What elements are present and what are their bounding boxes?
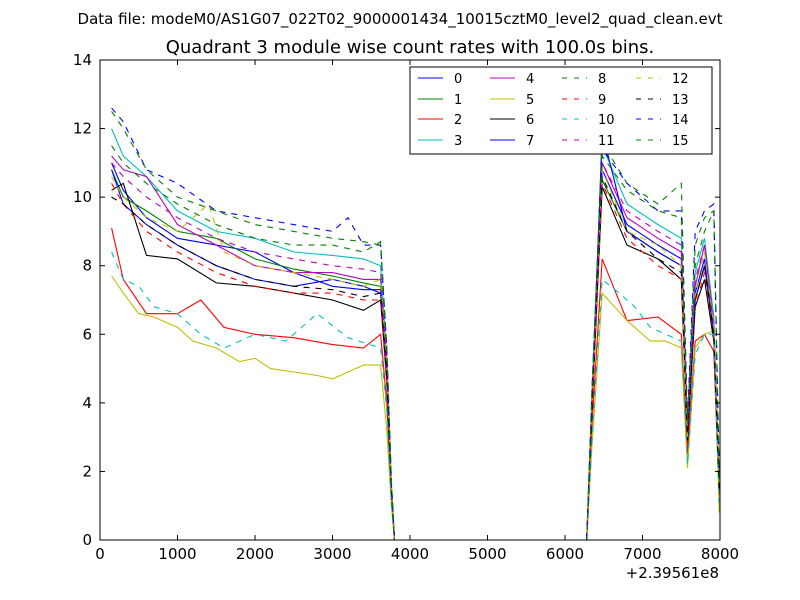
x-tick-label: 4000 (391, 545, 429, 563)
series-line-6 (111, 182, 720, 541)
legend-label-15: 15 (672, 134, 689, 149)
series-line-15 (111, 111, 720, 541)
legend-label-13: 13 (672, 93, 689, 108)
legend-label-2: 2 (454, 113, 462, 128)
figure-supertitle: Data file: modeM0/AS1G07_022T02_90000014… (78, 10, 723, 29)
series-line-11 (111, 160, 720, 541)
legend-label-5: 5 (526, 93, 534, 108)
x-tick-label: 5000 (468, 545, 506, 563)
legend-label-9: 9 (598, 93, 606, 108)
legend-label-14: 14 (672, 113, 689, 128)
series-line-0 (111, 162, 720, 541)
plot-lines (111, 107, 720, 541)
x-tick-label: 0 (95, 545, 105, 563)
legend-label-3: 3 (454, 134, 462, 149)
legend-label-1: 1 (454, 93, 462, 108)
legend-label-11: 11 (598, 134, 615, 149)
y-tick-label: 2 (82, 462, 92, 480)
legend-label-4: 4 (526, 72, 534, 87)
legend-label-8: 8 (598, 72, 606, 87)
y-tick-label: 12 (73, 120, 92, 138)
series-line-4 (111, 155, 720, 541)
y-tick-label: 14 (73, 51, 92, 69)
x-tick-label: 1000 (158, 545, 196, 563)
legend-label-7: 7 (526, 134, 534, 149)
y-tick-label: 4 (82, 394, 92, 412)
x-tick-label: 7000 (623, 545, 661, 563)
axis-ticks: 0 1000 2000 3000 4000 5000 6000 7000 80000246810… (73, 51, 739, 563)
chart-title: Quadrant 3 module wise count rates with … (166, 37, 655, 58)
series-line-13 (111, 176, 720, 541)
y-tick-label: 8 (82, 257, 92, 275)
legend-label-12: 12 (672, 72, 689, 87)
series-line-9 (111, 183, 720, 541)
x-tick-label: 2000 (236, 545, 274, 563)
y-tick-label: 10 (73, 188, 92, 206)
x-tick-label: 8000 (701, 545, 739, 563)
legend-frame (409, 66, 713, 155)
x-tick-label: 3000 (313, 545, 351, 563)
y-tick-label: 6 (82, 325, 92, 343)
legend-label-6: 6 (526, 113, 534, 128)
x-offset-label: +2.39561e8 (626, 564, 719, 582)
y-tick-label: 0 (82, 531, 92, 549)
legend-label-0: 0 (454, 72, 462, 87)
series-line-5 (111, 275, 720, 541)
series-line-14 (111, 107, 720, 541)
series-line-7 (111, 131, 720, 541)
series-line-3 (111, 128, 720, 541)
x-tick-label: 6000 (546, 545, 584, 563)
legend-label-10: 10 (598, 113, 615, 128)
series-line-10 (111, 251, 720, 541)
